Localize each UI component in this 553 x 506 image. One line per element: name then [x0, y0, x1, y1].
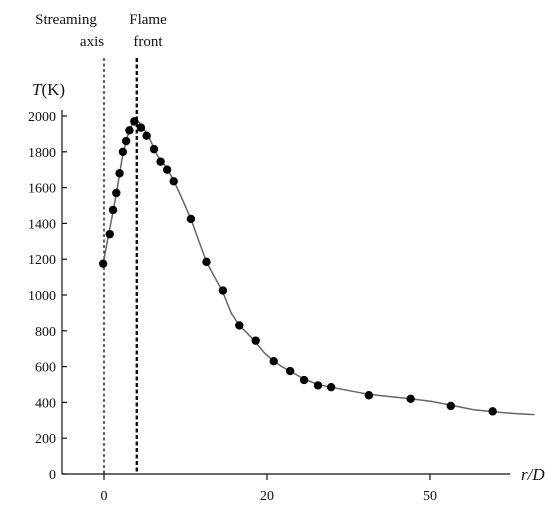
x-tick-label: 50	[423, 489, 437, 504]
y-tick-label: 600	[35, 361, 56, 376]
data-point	[156, 157, 165, 166]
data-point	[186, 214, 196, 224]
x-ticks: 0 20 50	[101, 474, 437, 504]
y-tick-label: 800	[35, 325, 56, 340]
data-point	[202, 257, 211, 267]
data-point	[488, 407, 497, 416]
x-axis-label: r/D	[521, 465, 545, 484]
data-point	[169, 177, 178, 186]
y-tick-label: 200	[35, 432, 56, 447]
y-axis-unit: (K)	[41, 80, 65, 99]
fitted-curve	[102, 119, 535, 416]
data-point	[162, 165, 172, 174]
data-point	[149, 144, 159, 154]
data-point	[313, 381, 323, 390]
data-point	[115, 169, 124, 178]
y-tick-label: 0	[49, 468, 56, 483]
data-point	[299, 375, 309, 385]
axes	[61, 110, 510, 475]
y-ticks: 0 200 400 600 800 1000 1200 1400 1600 1800 2000	[28, 110, 67, 483]
y-tick-label: 1000	[28, 289, 56, 304]
y-tick-label: 2000	[28, 110, 56, 125]
annotations: Streaming axis Flame front	[35, 12, 167, 50]
y-tick-label: 400	[35, 396, 56, 411]
y-tick-label: 1800	[28, 146, 56, 161]
data-point	[364, 391, 374, 400]
annotation-label: Flame	[129, 12, 167, 28]
data-point	[130, 117, 139, 126]
data-point	[112, 188, 121, 198]
y-axis-symbol: T	[32, 80, 43, 99]
y-axis-label: T(K)	[32, 80, 65, 99]
x-tick-label: 0	[101, 489, 108, 504]
annotation-label: Streaming	[35, 12, 97, 28]
data-point	[121, 136, 131, 146]
data-point	[406, 394, 415, 404]
annotation-label: axis	[80, 34, 104, 50]
data-point	[285, 366, 295, 376]
data-point	[118, 147, 128, 156]
data-point	[326, 382, 336, 392]
x-tick-label: 20	[260, 489, 274, 504]
data-point	[251, 336, 260, 345]
annotation-label: front	[133, 34, 163, 50]
data-point	[105, 229, 114, 239]
data-point	[108, 205, 118, 215]
data-point	[235, 321, 244, 330]
data-point	[136, 123, 146, 132]
data-points	[98, 117, 497, 416]
data-point	[142, 131, 151, 140]
reference-lines	[103, 58, 139, 474]
y-tick-label: 1200	[28, 253, 56, 268]
data-point	[125, 126, 134, 135]
data-point	[269, 357, 278, 366]
y-tick-label: 1600	[28, 182, 56, 197]
data-point	[98, 259, 108, 268]
data-point	[446, 401, 456, 411]
y-tick-label: 1400	[28, 217, 56, 232]
data-point	[218, 286, 228, 295]
